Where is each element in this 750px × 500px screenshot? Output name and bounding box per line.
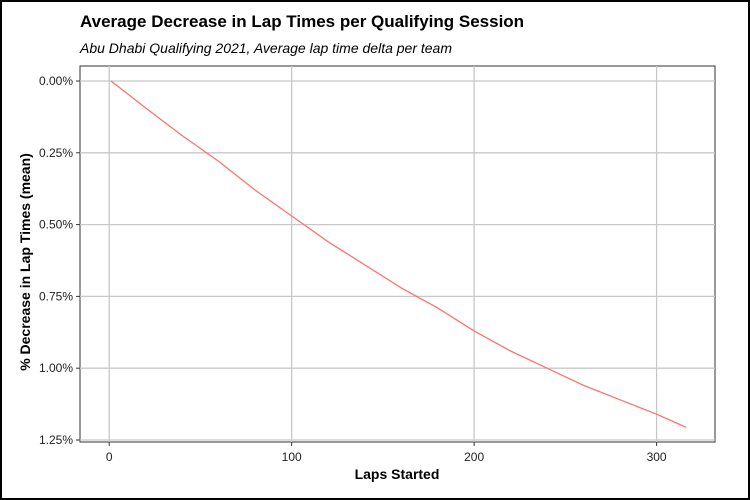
y-tick-label: 1.00%	[39, 361, 73, 375]
chart-title: Average Decrease in Lap Times per Qualif…	[80, 12, 524, 31]
series-line	[110, 80, 687, 428]
x-tick-label: 300	[647, 450, 667, 464]
chart-subtitle: Abu Dhabi Qualifying 2021, Average lap t…	[79, 40, 452, 56]
y-tick-label: 0.50%	[39, 218, 73, 232]
y-axis: 0.00% 0.25% 0.50% 0.75% 1.00% 1.25%	[39, 74, 80, 447]
x-tick-label: 0	[106, 450, 113, 464]
plot-panel	[79, 65, 716, 443]
x-tick-label: 100	[282, 450, 302, 464]
y-tick-label: 0.00%	[39, 74, 73, 88]
x-tick-label: 200	[464, 450, 484, 464]
y-tick-label: 0.75%	[39, 289, 73, 303]
y-tick-label: 1.25%	[39, 433, 73, 447]
y-axis-title: % Decrease in Lap Times (mean)	[17, 153, 33, 371]
x-axis: 0 100 200 300	[106, 442, 667, 464]
grid-lines	[80, 66, 715, 442]
y-tick-label: 0.25%	[39, 146, 73, 160]
series-group	[110, 80, 687, 428]
x-axis-title: Laps Started	[355, 466, 440, 482]
